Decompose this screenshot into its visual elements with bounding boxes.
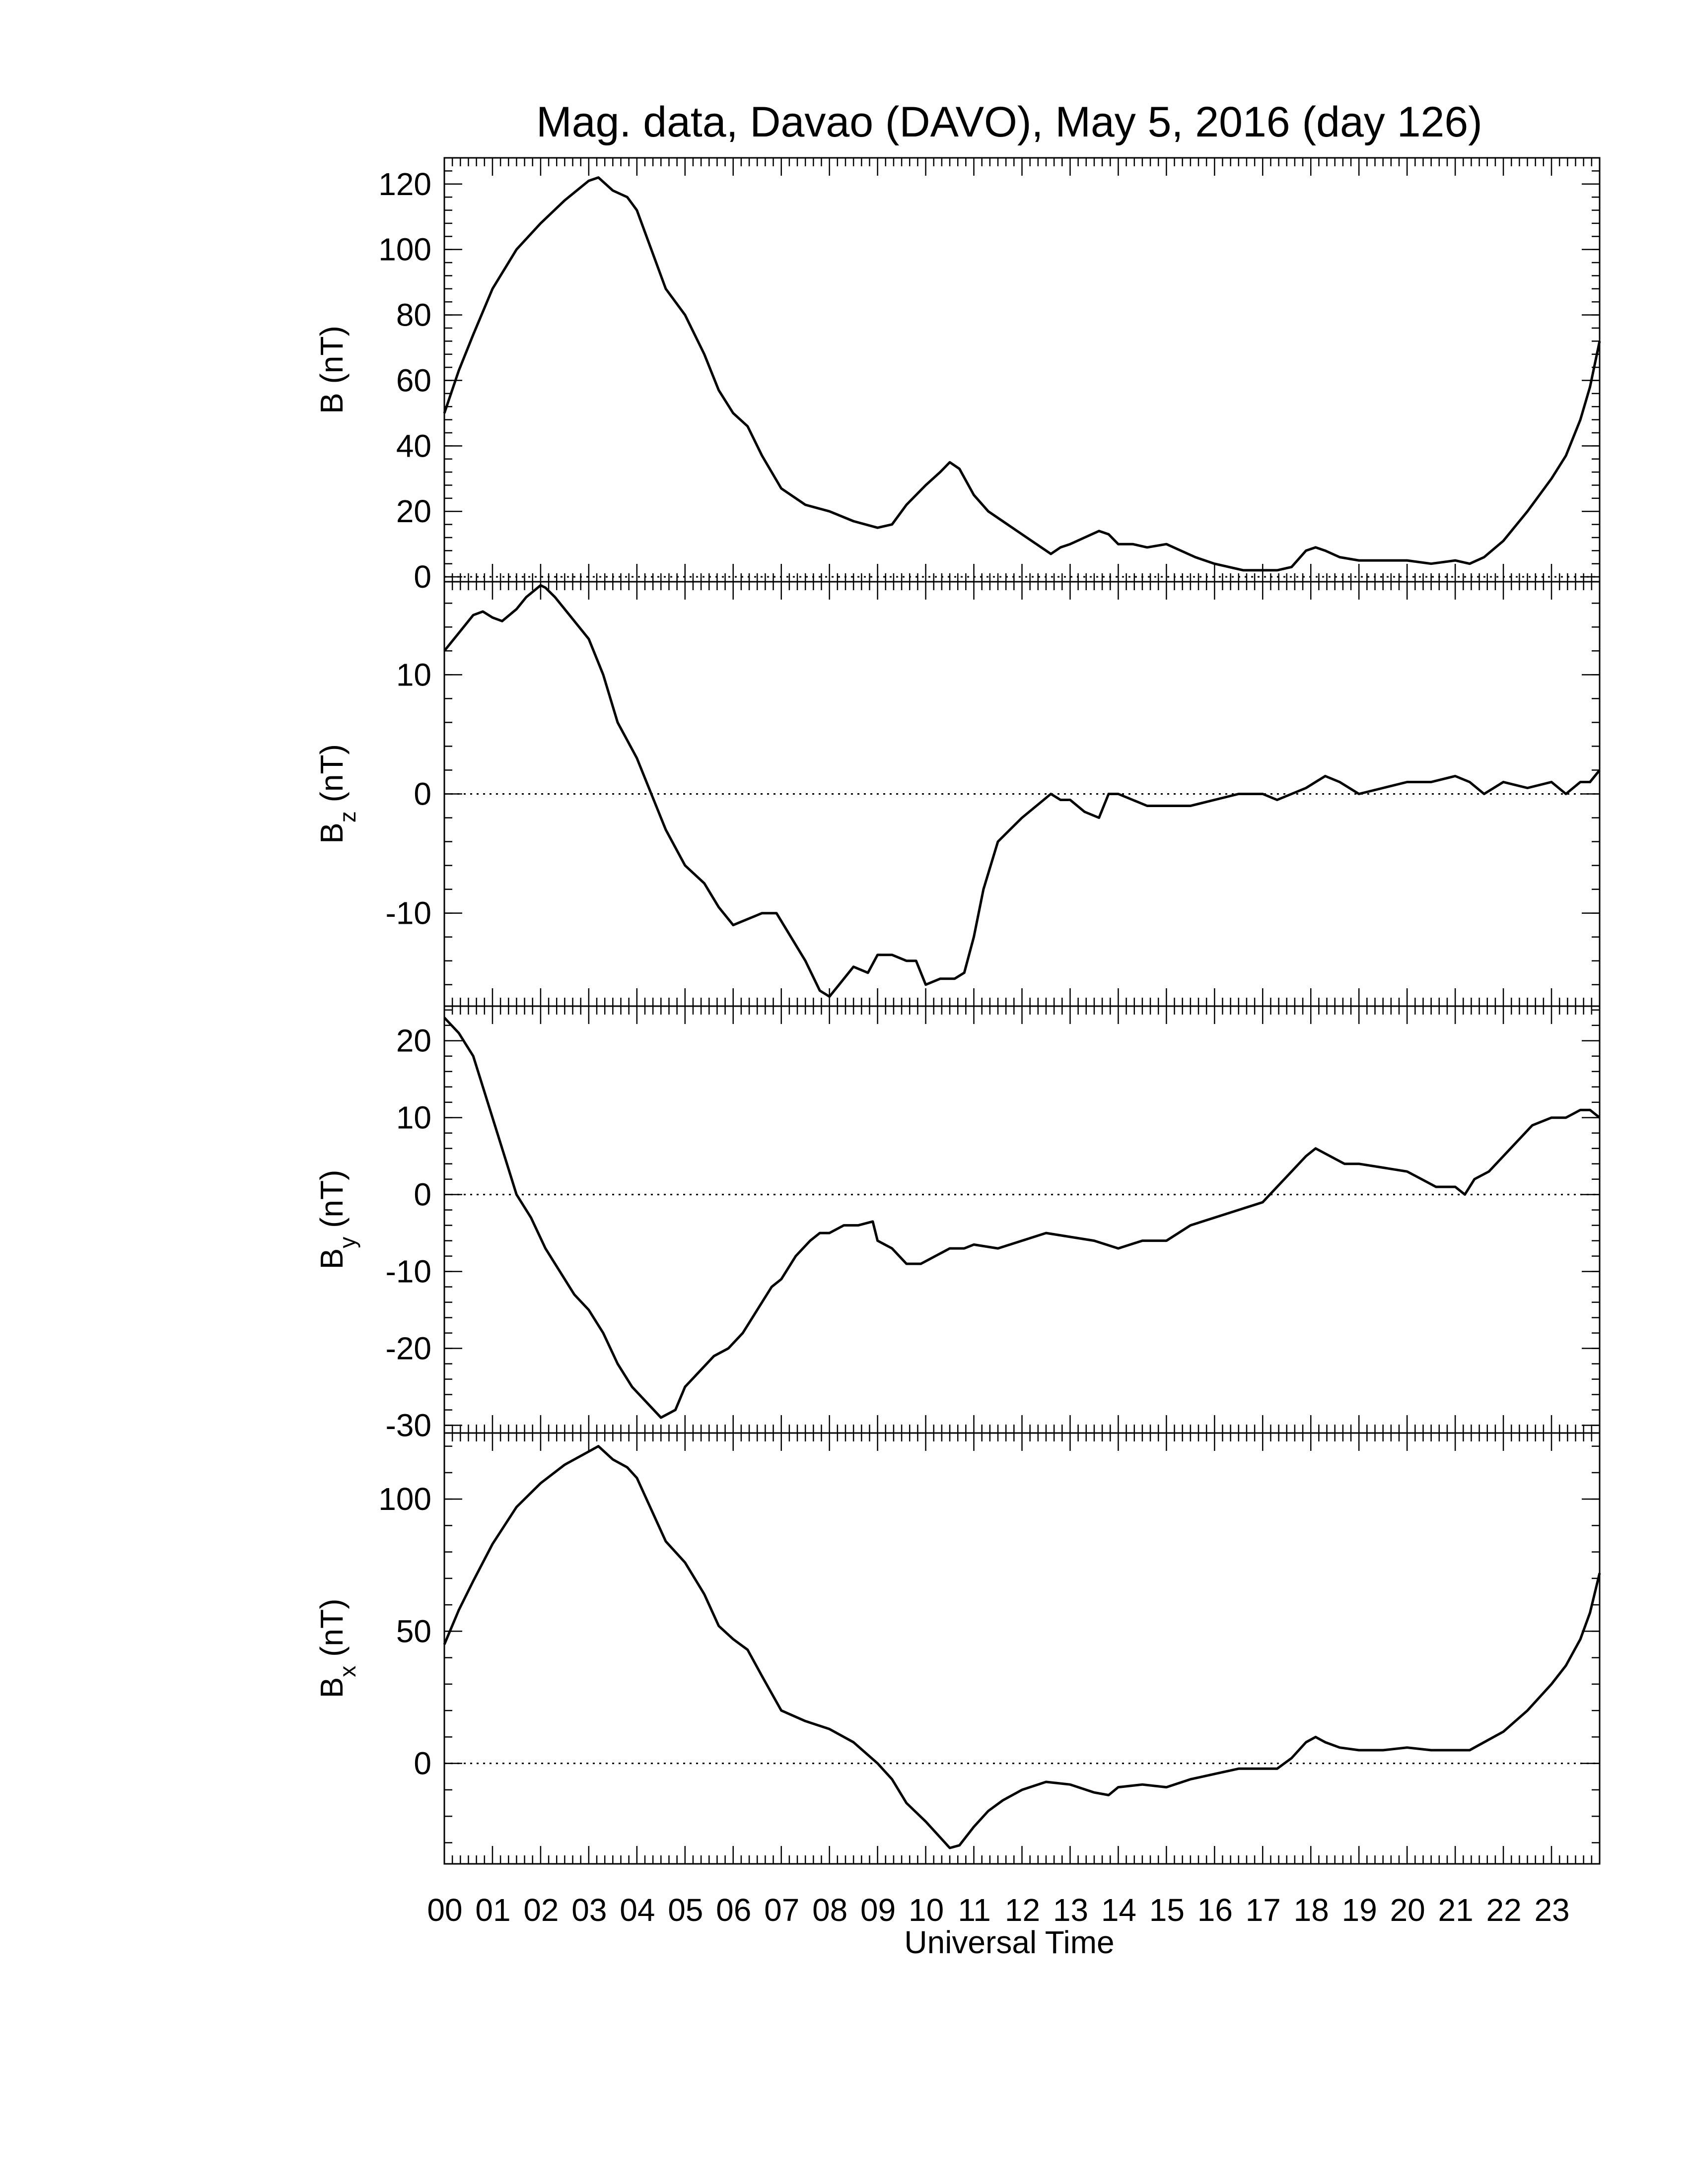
y-tick-label: 120 [378,166,431,202]
x-tick-label: 03 [571,1892,607,1928]
y-tick-label: 20 [396,1023,431,1059]
panel-by: -30 -20 -10 0 10 20 By (nT) [314,1005,1601,1443]
series-line-bx [443,1445,1601,1849]
x-tick-label: 04 [620,1892,655,1928]
x-tick-label: 06 [716,1892,751,1928]
x-tick-label: 17 [1246,1892,1281,1928]
y-axis-label: Bx (nT) [314,1599,360,1699]
y-tick-label: 20 [396,493,431,529]
series-line-by [443,1017,1601,1419]
y-label-unit: (nT) [314,1599,350,1666]
x-tick-label: 07 [764,1892,799,1928]
y-tick-label: 80 [396,297,431,333]
y-axis-label: B (nT) [314,326,350,414]
y-label-unit: (nT) [314,744,350,811]
y-tick-label: 0 [414,559,431,595]
y-label-subscript: z [335,811,360,822]
y-label-unit: (nT) [314,326,350,393]
y-label-main: B [314,393,350,414]
x-tick-label: 00 [427,1892,462,1928]
x-tick-label: 22 [1486,1892,1521,1928]
x-tick-label: 23 [1534,1892,1569,1928]
y-label-subscript: y [335,1237,360,1248]
x-axis-label: Universal Time [904,1924,1114,1960]
x-tick-label: 02 [523,1892,559,1928]
x-tick-label: 05 [668,1892,703,1928]
y-tick-label: 0 [414,1746,431,1781]
x-tick-label: 12 [1005,1892,1040,1928]
x-tick-label: 08 [812,1892,847,1928]
y-tick-label: 60 [396,362,431,398]
y-tick-label: 10 [396,657,431,692]
panel-frame [443,1432,1601,1865]
x-tick-labels: 00 01 02 03 04 05 06 07 08 09 10 11 12 13 14 15 16 17 18 19… [427,1892,1569,1928]
y-label-unit: (nT) [314,1170,350,1237]
series-line-bz [443,584,1601,998]
y-axis-label: Bz (nT) [314,744,360,844]
panel-frame [443,1005,1601,1434]
x-tick-label: 13 [1053,1892,1088,1928]
panel-b: 0 20 40 60 80 100 120 B (nT) [314,157,1601,595]
y-tick-label: 40 [396,428,431,464]
y-label-main: B [314,1677,350,1699]
panel-bx: 0 50 100 Bx (nT) [314,1432,1601,1865]
chart-title: Mag. data, Davao (DAVO), May 5, 2016 (da… [536,98,1482,146]
y-tick-label: -20 [386,1331,432,1366]
x-tick-label: 15 [1149,1892,1185,1928]
y-tick-label: 100 [378,1481,431,1517]
x-tick-label: 21 [1438,1892,1474,1928]
y-tick-label: -10 [386,895,432,931]
y-label-main: B [314,1248,350,1270]
x-tick-label: 14 [1101,1892,1136,1928]
y-tick-label: -30 [386,1408,432,1443]
x-tick-label: 20 [1390,1892,1425,1928]
panel-frame [443,157,1601,583]
panel-bz: -10 0 10 Bz (nT) [314,581,1601,1007]
x-tick-label: 11 [958,1892,990,1928]
x-tick-label: 09 [860,1892,896,1928]
x-tick-label: 18 [1294,1892,1329,1928]
y-label-main: B [314,822,350,844]
x-tick-label: 01 [475,1892,510,1928]
y-tick-label: 0 [414,1177,431,1213]
x-tick-label: 10 [909,1892,944,1928]
series-line-b [443,176,1601,572]
y-label-subscript: x [335,1666,360,1677]
y-axis-label: By (nT) [314,1170,360,1270]
x-tick-label: 19 [1342,1892,1377,1928]
y-tick-label: 0 [414,776,431,812]
x-tick-label: 16 [1197,1892,1233,1928]
y-tick-label: 10 [396,1100,431,1136]
y-tick-label: -10 [386,1254,432,1290]
y-tick-label: 50 [396,1613,431,1649]
y-tick-label: 100 [378,232,431,268]
